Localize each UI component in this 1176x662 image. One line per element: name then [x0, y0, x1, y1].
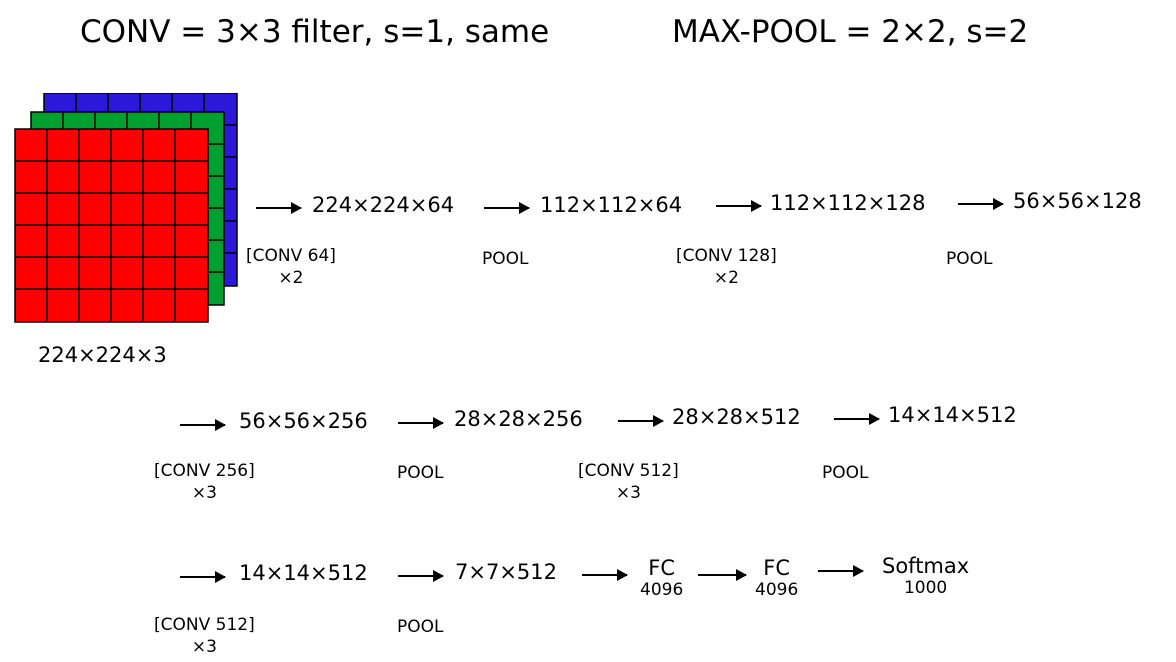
arrow-icon	[618, 415, 664, 427]
arrow-icon	[818, 565, 864, 577]
row2-op-2: POOL	[397, 463, 444, 483]
softmax-layer: Softmax 1000	[882, 554, 970, 598]
arrow-icon	[398, 417, 444, 429]
fc-layer-1: FC 4096	[640, 556, 684, 600]
row1-dim-1: 224×224×64	[312, 193, 455, 217]
arrow-icon	[716, 200, 762, 212]
row2-op-4: POOL	[822, 463, 869, 483]
row1-op-2: POOL	[482, 249, 529, 269]
row1-dim-2: 112×112×64	[540, 193, 683, 217]
arrow-icon	[834, 413, 880, 425]
arrow-icon	[698, 569, 747, 581]
row1-dim-4: 56×56×128	[1013, 189, 1142, 213]
row3-dim-2: 7×7×512	[455, 560, 557, 584]
arrow-icon	[484, 202, 530, 214]
arrow-icon	[256, 202, 302, 214]
fc-layer-2: FC 4096	[755, 556, 799, 600]
conv-definition: CONV = 3×3 filter, s=1, same	[80, 14, 550, 50]
row2-op-3: [CONV 512] ×3	[578, 461, 679, 503]
row3-op-1: [CONV 512] ×3	[154, 615, 255, 657]
row3-dim-1: 14×14×512	[239, 561, 368, 585]
arrow-icon	[398, 570, 444, 582]
red-channel	[14, 128, 209, 323]
row2-dim-3: 28×28×512	[672, 405, 801, 429]
arrow-icon	[582, 569, 628, 581]
row2-dim-4: 14×14×512	[888, 403, 1017, 427]
arrow-icon	[180, 571, 226, 583]
row1-op-3: [CONV 128] ×2	[676, 246, 777, 288]
input-dimension: 224×224×3	[38, 343, 167, 367]
row1-op-4: POOL	[946, 249, 993, 269]
row2-op-1: [CONV 256] ×3	[154, 461, 255, 503]
row1-dim-3: 112×112×128	[770, 191, 926, 215]
row3-op-2: POOL	[397, 617, 444, 637]
arrow-icon	[180, 419, 226, 431]
arrow-icon	[958, 198, 1004, 210]
row2-dim-1: 56×56×256	[239, 409, 368, 433]
pool-definition: MAX-POOL = 2×2, s=2	[672, 14, 1029, 50]
row2-dim-2: 28×28×256	[454, 407, 583, 431]
row1-op-1: [CONV 64] ×2	[246, 246, 336, 288]
input-volume-icon	[14, 93, 238, 323]
